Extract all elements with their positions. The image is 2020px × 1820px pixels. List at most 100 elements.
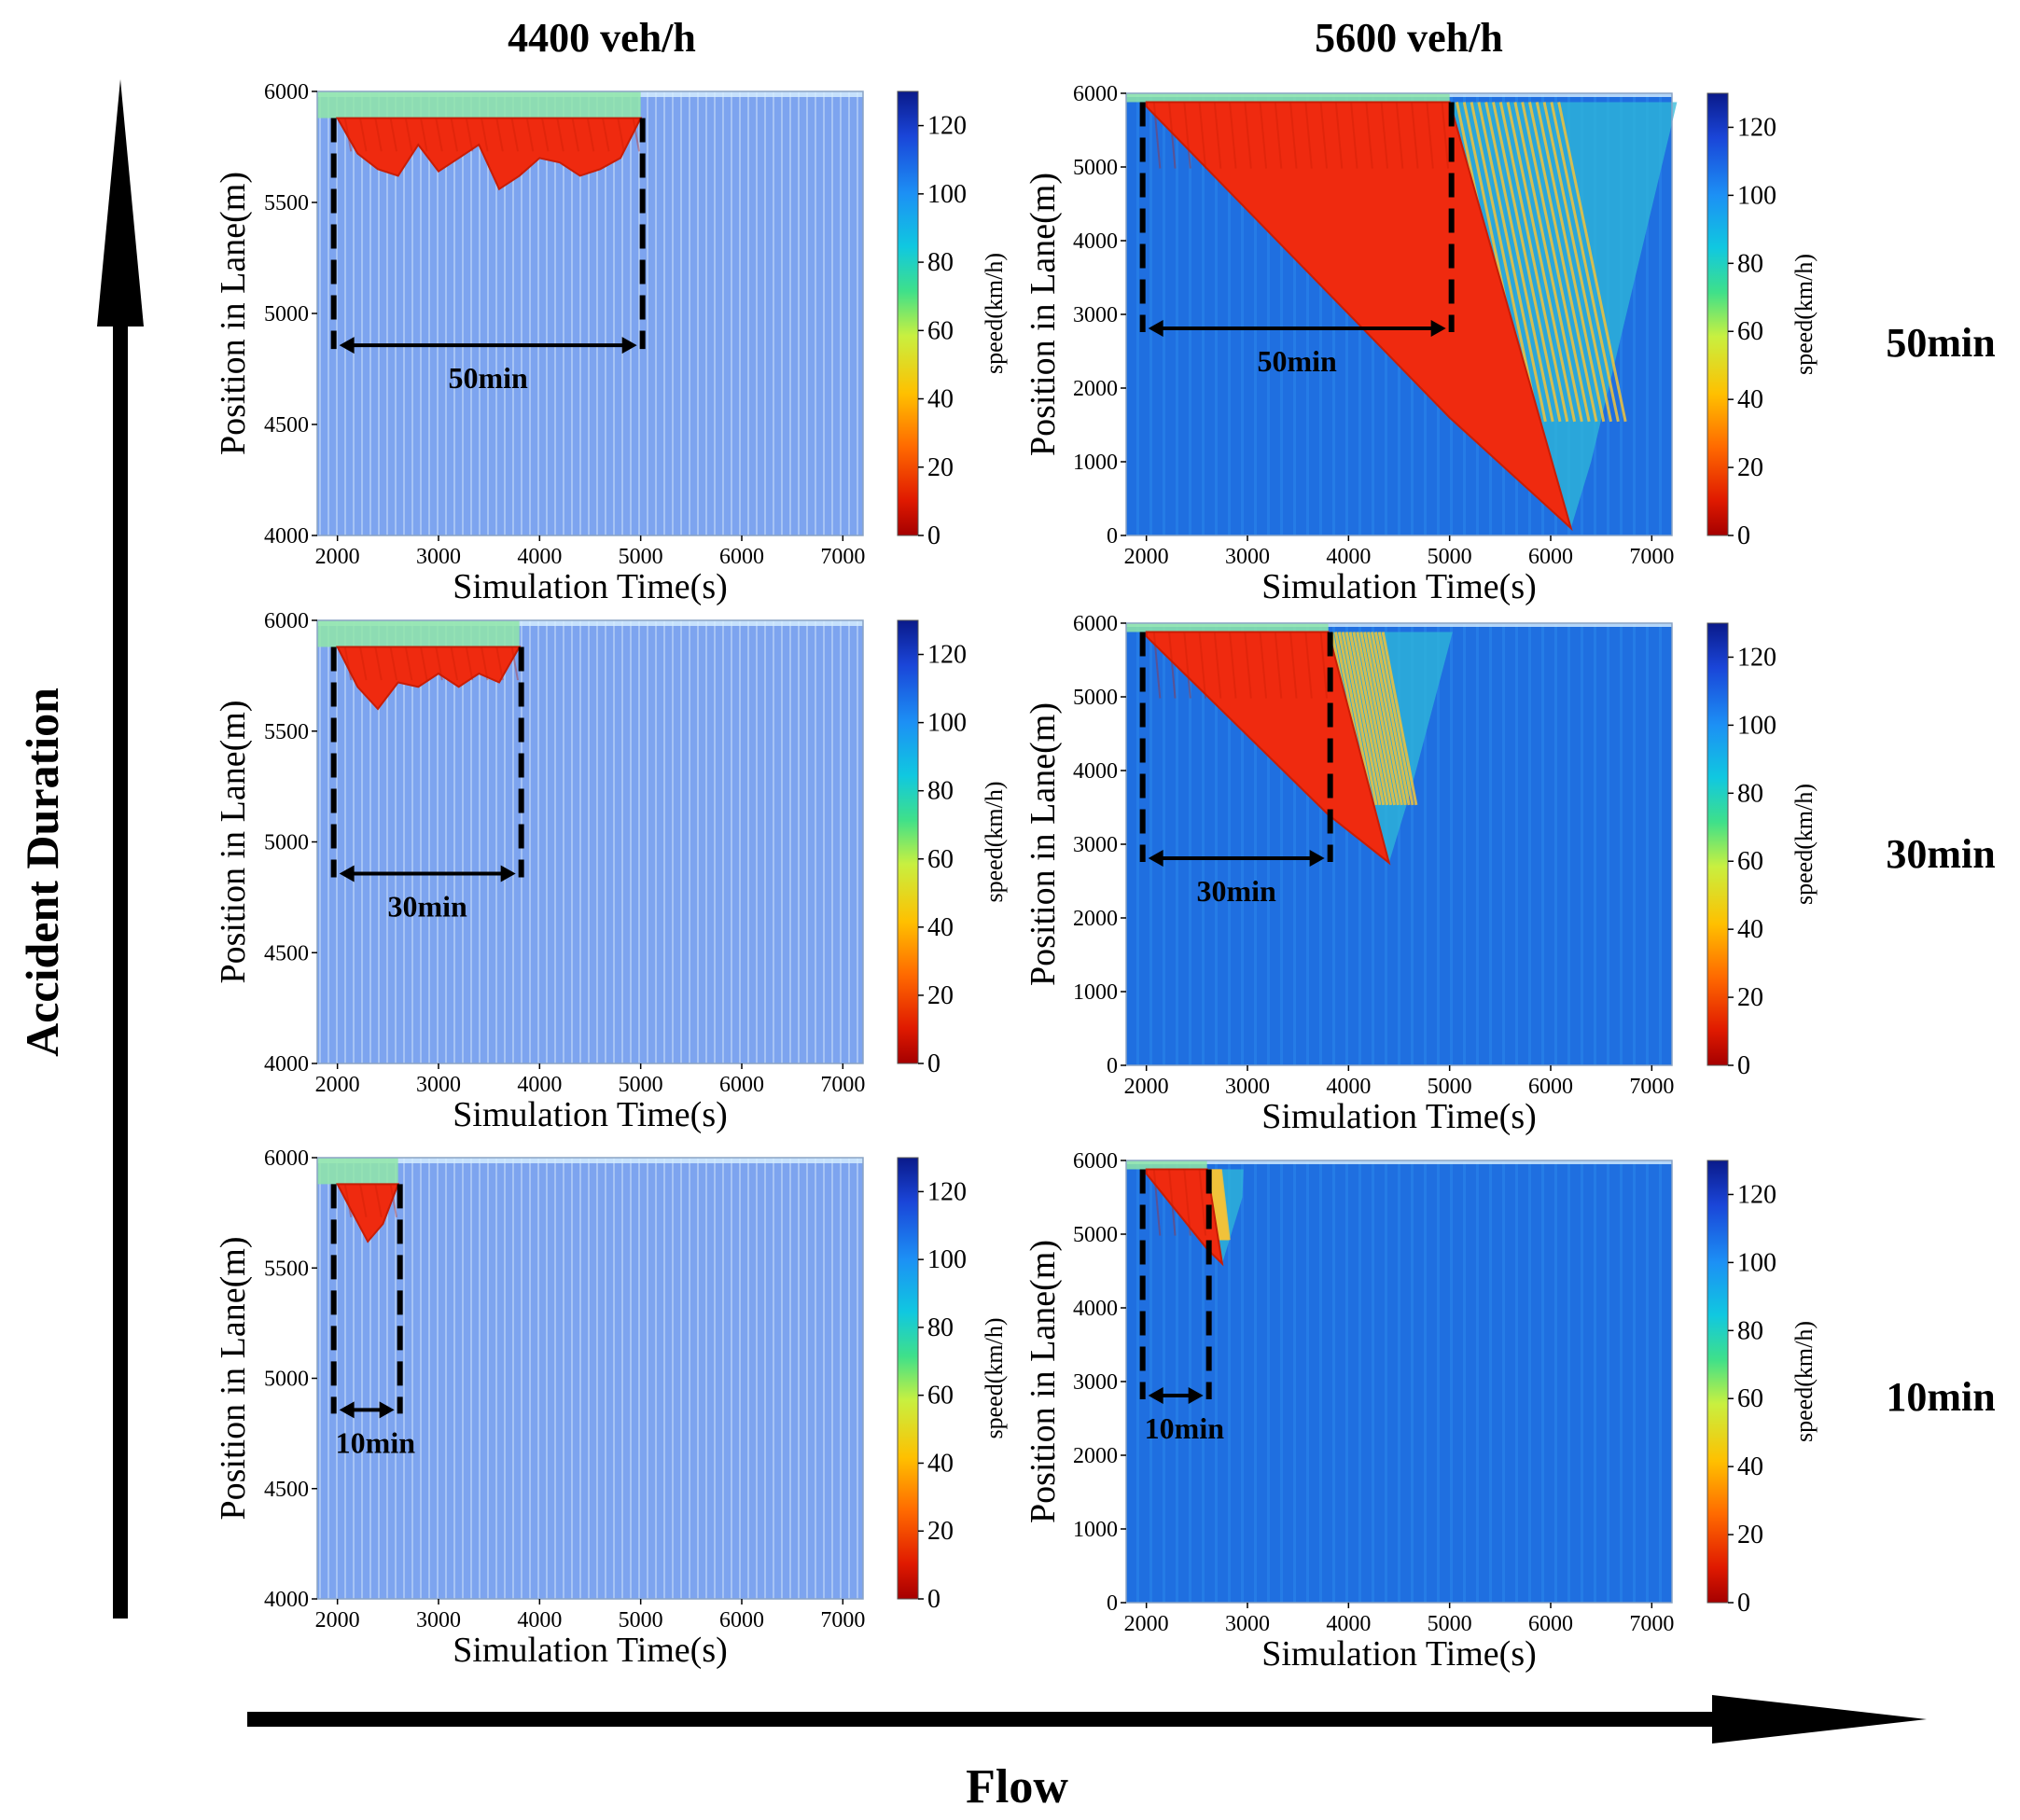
x-tick-label: 4000 xyxy=(1326,1075,1371,1099)
y-tick-label: 6000 xyxy=(1073,612,1118,636)
y-tick-label: 5000 xyxy=(264,302,309,326)
y-tick-label: 4000 xyxy=(1073,229,1118,254)
congestion-streak xyxy=(389,1184,398,1218)
colorbar-tick-label: 120 xyxy=(927,112,967,141)
downstream-band xyxy=(1126,623,1672,627)
duration-arrow-head-right xyxy=(500,865,516,882)
colorbar-tick-label: 20 xyxy=(1737,983,1763,1012)
colorbar-tick-label: 40 xyxy=(1737,385,1763,414)
duration-arrow-head-right xyxy=(379,1401,395,1419)
colorbar-tick-label: 120 xyxy=(927,1177,967,1206)
recovery-stripe xyxy=(1341,632,1378,806)
congestion-streak xyxy=(1168,102,1177,169)
congestion-streak xyxy=(1259,632,1268,699)
y-tick-label: 6000 xyxy=(264,1146,309,1171)
x-tick-label: 4000 xyxy=(517,545,562,569)
colorbar-tick-label: 20 xyxy=(927,981,954,1010)
congestion-streak xyxy=(359,1184,368,1218)
recovery-stripe xyxy=(1491,102,1562,423)
congestion-streak xyxy=(1365,102,1373,169)
duration-arrow-head-left xyxy=(1148,1386,1163,1404)
duration-arrow-head-left xyxy=(1148,319,1163,337)
colorbar-tick-label: 0 xyxy=(927,1585,940,1614)
y-tick-label: 5000 xyxy=(1073,1223,1118,1247)
congestion-streak xyxy=(374,646,383,681)
y-tick-label: 4000 xyxy=(264,1588,309,1612)
congestion-streak xyxy=(450,646,459,681)
congestion-streak xyxy=(1183,102,1191,169)
congestion-streak xyxy=(404,118,413,152)
congestion-region xyxy=(336,646,522,711)
duration-arrow-head-right xyxy=(1188,1386,1204,1404)
duration-annotation: 30min xyxy=(387,890,467,924)
colorbar-tick-label: 100 xyxy=(927,180,967,209)
flow-arrow xyxy=(247,1695,1927,1744)
congestion-streak xyxy=(343,1184,353,1218)
y-axis-label: Position in Lane(m) xyxy=(1024,702,1063,986)
duration-arrow-head-left xyxy=(339,337,355,354)
colorbar-tick-label: 20 xyxy=(1737,1521,1763,1549)
duration-annotation: 10min xyxy=(336,1425,416,1459)
congestion-streak xyxy=(1304,632,1313,699)
y-tick-label: 4500 xyxy=(264,413,309,438)
y-tick-label: 5500 xyxy=(264,1257,309,1281)
congestion-streak xyxy=(1395,102,1404,169)
recovery-stripe xyxy=(1527,102,1598,423)
colorbar-tick-label: 80 xyxy=(1737,779,1763,808)
free-flow-background xyxy=(317,620,863,1063)
column-header-4400: 4400 veh/h xyxy=(508,15,696,61)
x-tick-label: 2000 xyxy=(315,1073,360,1097)
recovery-stripe xyxy=(1373,632,1411,806)
congestion-region xyxy=(1145,1168,1224,1267)
congestion-region xyxy=(335,117,643,191)
x-axis-label: Simulation Time(s) xyxy=(1261,1634,1537,1674)
x-tick-label: 6000 xyxy=(1528,545,1573,569)
recovery-stripe xyxy=(1348,632,1386,806)
congestion-streak xyxy=(1152,632,1162,699)
x-tick-label: 7000 xyxy=(820,1608,865,1632)
recovery-stripe xyxy=(1363,632,1400,806)
y-axis-label: Position in Lane(m) xyxy=(214,172,253,455)
colorbar-tick-label: 40 xyxy=(1737,915,1763,944)
downstream-band xyxy=(317,1158,863,1163)
colorbar-tick-label: 0 xyxy=(1737,1051,1750,1080)
recovery-stripe xyxy=(1352,632,1389,806)
colorbar-tick-label: 0 xyxy=(927,1049,940,1078)
y-axis-label: Position in Lane(m) xyxy=(1024,1240,1063,1523)
colorbar-label: speed(km/h) xyxy=(981,782,1008,903)
duration-arrow-head-right xyxy=(621,337,637,354)
x-axis-label: Simulation Time(s) xyxy=(453,1631,728,1670)
colorbar-tick-label: 100 xyxy=(1737,1248,1776,1277)
x-axis-label: Simulation Time(s) xyxy=(1261,1097,1537,1136)
recovery-stripe xyxy=(1535,102,1606,423)
x-tick-label: 7000 xyxy=(1629,1075,1674,1099)
colorbar-tick-label: 120 xyxy=(927,641,967,670)
x-tick-label: 4000 xyxy=(1326,545,1371,569)
colorbar-tick-label: 60 xyxy=(927,845,954,874)
y-tick-label: 6000 xyxy=(264,609,309,633)
recovery-stripe xyxy=(1506,102,1577,423)
y-tick-label: 2000 xyxy=(1073,1444,1118,1468)
duration-arrow-head-left xyxy=(1148,849,1163,867)
duration-arrow-shaft xyxy=(113,308,128,1619)
y-tick-label: 4500 xyxy=(264,941,309,966)
colorbar-label: speed(km/h) xyxy=(1790,784,1818,905)
congestion-streak xyxy=(465,646,474,681)
y-tick-label: 5500 xyxy=(264,191,309,215)
y-tick-label: 0 xyxy=(1107,1591,1118,1616)
congestion-streak xyxy=(481,646,489,681)
recovery-stripe xyxy=(1344,632,1382,806)
y-tick-label: 1000 xyxy=(1073,980,1118,1005)
colorbar-tick-label: 100 xyxy=(927,709,967,738)
congestion-streak xyxy=(1441,102,1450,169)
recovery-stripe xyxy=(1356,632,1393,806)
x-tick-label: 6000 xyxy=(719,545,764,569)
accident-cap-band xyxy=(317,1158,398,1185)
congestion-streaks xyxy=(343,118,641,152)
congestion-streak xyxy=(617,118,625,152)
accident-duration-label: Accident Duration xyxy=(16,688,68,1057)
